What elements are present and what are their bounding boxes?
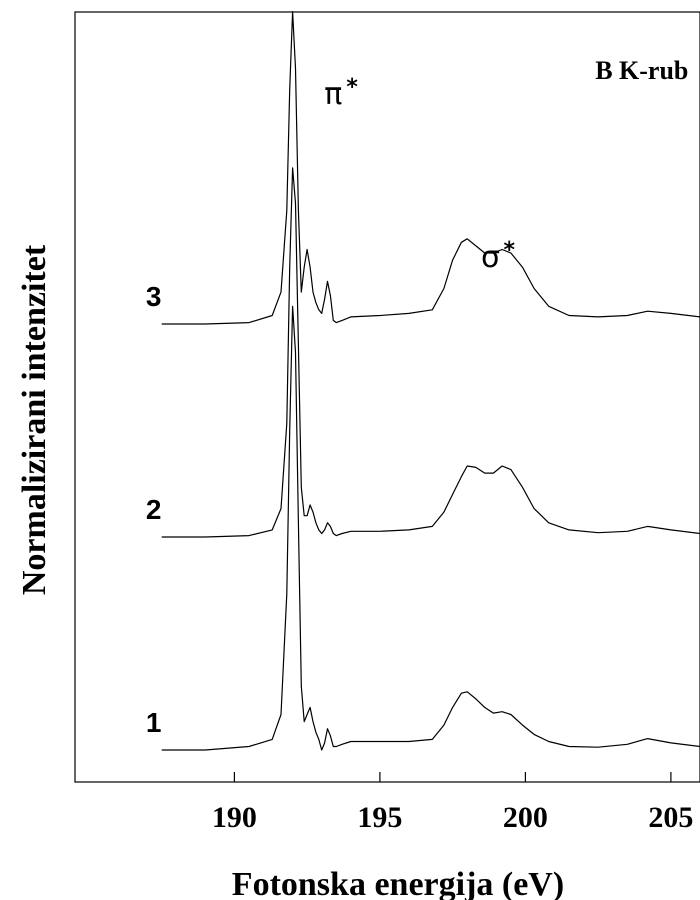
x-tick-label-190: 190 [212, 801, 257, 834]
series-line-2 [161, 167, 700, 538]
x-tick-label-200: 200 [503, 801, 548, 834]
series-line-3 [161, 11, 700, 325]
series-group [161, 11, 700, 751]
series-labels: 1 2 3 [146, 281, 162, 738]
series-label-3: 3 [146, 281, 162, 312]
x-tick-label-195: 195 [357, 801, 402, 834]
series-label-2: 2 [146, 494, 162, 525]
series-label-1: 1 [146, 707, 162, 738]
plot-frame [74, 11, 700, 783]
annotation-pi: π [324, 77, 342, 112]
x-ticks: 190 195 200 205 [212, 772, 693, 834]
annotation-pi-star: * [346, 75, 358, 100]
series-line-1 [161, 305, 700, 751]
annotation-sigma-star: * [503, 238, 515, 263]
x-axis-title: Fotonska energija (eV) [232, 866, 564, 900]
x-tick-label-205: 205 [648, 801, 693, 834]
annotation-edge: B K-rub [595, 56, 688, 85]
y-axis-title: Normalizirani intenzitet [16, 244, 53, 595]
annotation-sigma: σ [481, 240, 500, 275]
